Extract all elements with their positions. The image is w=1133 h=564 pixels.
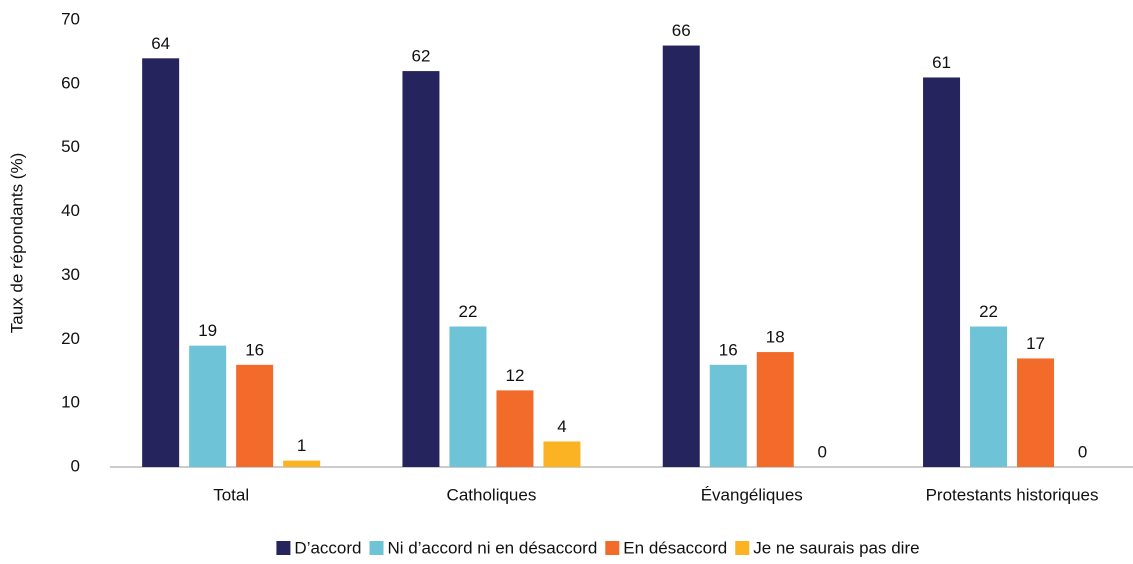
bar — [142, 58, 180, 468]
legend-swatch — [605, 541, 620, 555]
y-tick-label: 20 — [61, 329, 80, 348]
bar — [402, 71, 440, 467]
data-label: 22 — [979, 302, 998, 321]
data-label: 16 — [719, 340, 738, 359]
data-label: 64 — [151, 34, 170, 53]
bar — [236, 364, 274, 467]
data-label: 1 — [297, 436, 306, 455]
data-label: 18 — [766, 328, 785, 347]
data-label: 62 — [411, 47, 430, 66]
x-tick-label: Total — [213, 485, 249, 504]
data-label: 61 — [932, 53, 951, 72]
bar — [543, 441, 581, 467]
legend-swatch — [369, 541, 384, 555]
x-tick-label: Évangéliques — [701, 485, 803, 504]
data-label: 16 — [245, 340, 264, 359]
data-label: 66 — [672, 21, 691, 40]
y-tick-label: 0 — [71, 456, 80, 475]
legend-label: En désaccord — [623, 538, 727, 557]
x-tick-label: Protestants historiques — [926, 485, 1099, 504]
bar — [970, 326, 1008, 467]
data-label: 22 — [458, 302, 477, 321]
data-label: 0 — [1078, 442, 1087, 461]
y-axis-label: Taux de répondants (%) — [7, 153, 26, 334]
y-tick-label: 30 — [61, 265, 80, 284]
bar — [283, 460, 321, 467]
data-label: 0 — [818, 442, 827, 461]
legend-label: D’accord — [294, 538, 361, 557]
legend-swatch — [735, 541, 750, 555]
y-tick-label: 60 — [61, 73, 80, 92]
bar — [1017, 358, 1055, 467]
y-tick-label: 10 — [61, 393, 80, 412]
legend-label: Je ne saurais pas dire — [753, 538, 919, 557]
legend-swatch — [276, 541, 291, 555]
data-label: 12 — [505, 366, 524, 385]
bar — [449, 326, 487, 467]
bar — [189, 345, 227, 467]
y-tick-label: 50 — [61, 137, 80, 156]
bar — [756, 352, 794, 467]
data-label: 19 — [198, 321, 217, 340]
bar — [923, 77, 961, 467]
bar — [662, 45, 700, 468]
bar — [496, 390, 534, 467]
y-tick-label: 40 — [61, 201, 80, 220]
legend-label: Ni d’accord ni en désaccord — [388, 538, 598, 557]
x-tick-label: Catholiques — [447, 485, 537, 504]
data-label: 4 — [557, 417, 566, 436]
bar — [709, 364, 747, 467]
y-tick-label: 70 — [61, 9, 80, 28]
data-label: 17 — [1026, 334, 1045, 353]
